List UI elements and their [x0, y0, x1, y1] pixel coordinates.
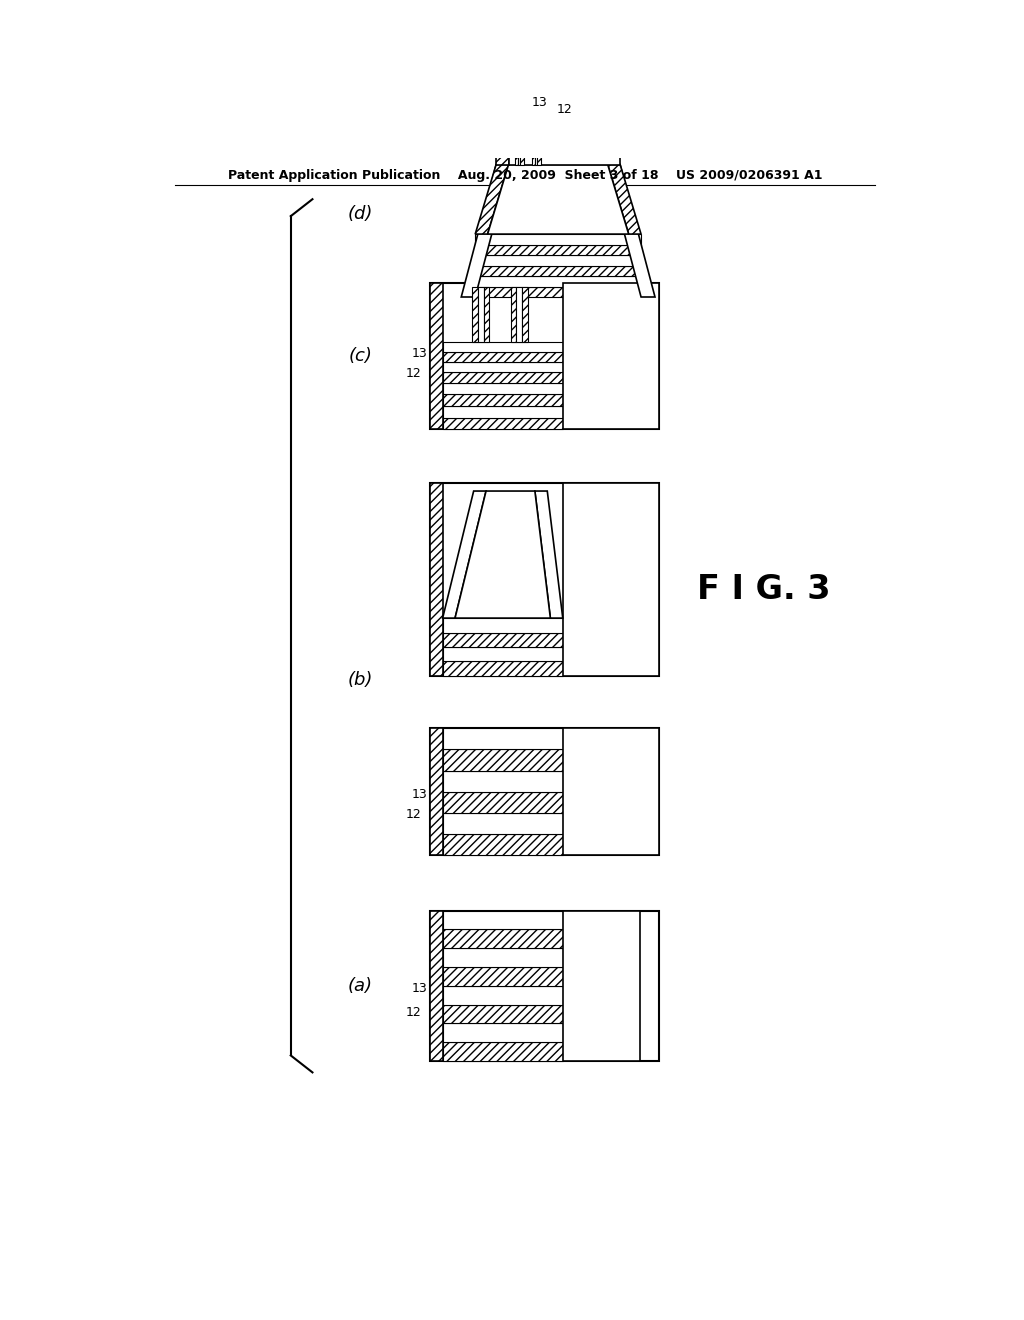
Bar [531, 143, 536, 165]
Text: (d): (d) [348, 205, 373, 223]
Bar [442, 372, 563, 383]
Bar [518, 143, 520, 165]
Polygon shape [461, 165, 510, 297]
Bar [442, 632, 563, 647]
Bar [483, 286, 489, 342]
Bar [563, 483, 658, 676]
Text: (c): (c) [348, 347, 373, 366]
Text: (b): (b) [348, 671, 373, 689]
Bar [442, 968, 563, 986]
Bar [442, 417, 563, 429]
Bar [477, 286, 483, 342]
Text: 12: 12 [556, 103, 572, 116]
Bar [475, 244, 641, 255]
Bar [430, 284, 658, 429]
Polygon shape [535, 491, 563, 618]
Bar [442, 1005, 563, 1023]
Bar [496, 135, 509, 165]
Bar [442, 771, 563, 792]
Text: 12: 12 [406, 1006, 421, 1019]
Bar [442, 407, 563, 417]
Bar [430, 284, 442, 429]
Bar [442, 813, 563, 834]
Polygon shape [487, 165, 629, 234]
Text: 13: 13 [531, 96, 548, 110]
Bar [563, 729, 658, 855]
Polygon shape [442, 491, 486, 618]
Bar [430, 911, 658, 1061]
Polygon shape [475, 165, 509, 234]
Bar [522, 286, 528, 342]
Bar [511, 286, 516, 342]
Bar [430, 911, 442, 1061]
Bar [442, 647, 563, 661]
Bar [442, 792, 563, 813]
Bar [430, 729, 658, 855]
Polygon shape [606, 165, 655, 297]
Bar [430, 483, 442, 676]
Bar [442, 948, 563, 968]
Bar [442, 618, 563, 632]
Bar [442, 395, 563, 407]
Bar [536, 143, 538, 165]
Bar [475, 276, 641, 286]
Text: 13: 13 [412, 788, 427, 801]
Bar [509, 135, 621, 165]
Text: (a): (a) [348, 977, 373, 995]
Polygon shape [607, 165, 641, 234]
Bar [442, 352, 563, 362]
Bar [563, 284, 658, 429]
Text: 12: 12 [406, 808, 421, 821]
Bar [442, 342, 563, 352]
Bar [475, 255, 641, 265]
Text: 13: 13 [412, 982, 427, 995]
Bar [442, 834, 563, 855]
Bar [442, 362, 563, 372]
Bar [442, 383, 563, 395]
Bar [442, 1023, 563, 1041]
Text: 12: 12 [406, 367, 421, 380]
Bar [442, 929, 563, 948]
Text: 13: 13 [412, 347, 427, 360]
Bar [442, 750, 563, 771]
Bar [442, 986, 563, 1005]
Bar [563, 911, 640, 1061]
Bar [475, 234, 641, 244]
Bar [442, 729, 563, 750]
Bar [442, 911, 563, 929]
Bar [538, 143, 541, 165]
Bar [430, 483, 658, 676]
Text: Patent Application Publication    Aug. 20, 2009  Sheet 3 of 18    US 2009/020639: Patent Application Publication Aug. 20, … [227, 169, 822, 182]
Bar [515, 143, 518, 165]
Bar [472, 286, 477, 342]
Bar [516, 286, 522, 342]
Bar [430, 729, 442, 855]
Polygon shape [455, 491, 550, 618]
Text: F I G. 3: F I G. 3 [696, 573, 830, 606]
Bar [442, 661, 563, 676]
Bar [520, 143, 524, 165]
Bar [475, 265, 641, 276]
Bar [475, 286, 641, 297]
Bar [442, 1041, 563, 1061]
